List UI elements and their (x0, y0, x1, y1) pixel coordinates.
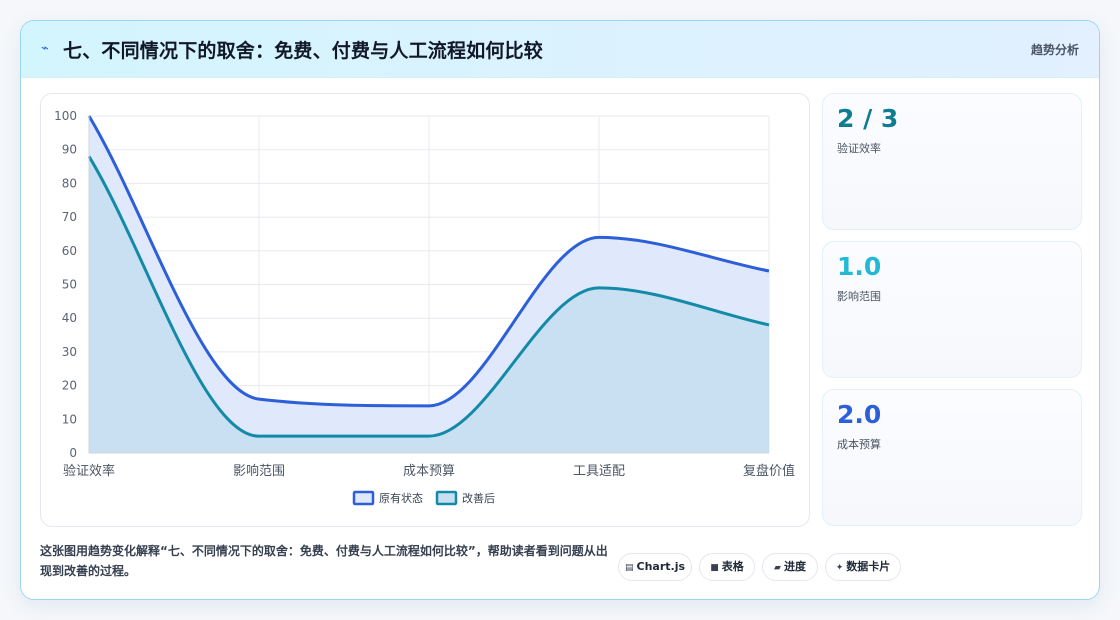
stat-value: 2 / 3 (837, 104, 899, 133)
trend-analysis-badge: 趋势分析 (1030, 43, 1079, 57)
chip-progress[interactable]: ▰ 进度 (762, 553, 818, 581)
stat-label: 影响范围 (837, 290, 881, 303)
card-header: ⌁ 七、不同情况下的取舍：免费、付费与人工流程如何比较 趋势分析 (21, 21, 1099, 78)
y-tick-label: 40 (62, 311, 77, 325)
chip-label: Chart.js (636, 560, 686, 573)
stat-value: 2.0 (837, 400, 882, 429)
stat-card-1: 2 / 3 验证效率 (822, 93, 1082, 230)
y-tick-label: 0 (69, 446, 77, 460)
x-tick-label: 成本预算 (403, 464, 455, 479)
x-tick-label: 验证效率 (63, 463, 115, 479)
legend-label: 改善后 (462, 491, 495, 505)
series-line-2 (87, 155, 770, 438)
x-tick-label: 复盘价值 (743, 463, 795, 479)
chip-label: 表格 (721, 560, 744, 573)
stat-card-2: 1.0 影响范围 (822, 241, 1082, 378)
legend-swatch (352, 490, 375, 506)
y-tick-label: 100 (54, 109, 77, 123)
chip-data-cards[interactable]: ✦ 数据卡片 (825, 553, 901, 581)
series-line-1 (87, 115, 770, 408)
page-title: 七、不同情况下的取舍：免费、付费与人工流程如何比较 (63, 40, 544, 62)
progress-icon: ▰ (774, 563, 781, 573)
series-area-2 (89, 156, 769, 453)
y-tick-label: 70 (62, 210, 77, 224)
lightning-icon: ⌁ (41, 41, 49, 56)
sparkle-icon: ✦ (835, 563, 844, 573)
y-tick-label: 50 (62, 278, 77, 292)
stat-label: 验证效率 (837, 142, 881, 155)
y-tick-label: 10 (62, 412, 77, 426)
y-tick-label: 80 (62, 176, 77, 190)
stat-value: 1.0 (837, 252, 882, 281)
legend-label: 原有状态 (379, 491, 423, 505)
x-tick-label: 工具适配 (573, 464, 625, 479)
chip-label: 进度 (783, 560, 806, 573)
y-tick-label: 30 (62, 345, 77, 359)
table-icon: ■ (710, 563, 719, 573)
stat-card-3: 2.0 成本预算 (822, 389, 1082, 526)
y-tick-label: 60 (62, 244, 77, 258)
chip-chartjs[interactable]: ▤ Chart.js (618, 553, 692, 581)
legend-swatch (435, 490, 458, 506)
y-tick-label: 90 (62, 143, 77, 157)
chart-panel: 0 10 20 30 40 50 60 70 80 90 100 验证效率 影响范围 成本预算 工具适配 复盘… (40, 93, 810, 527)
area-chart: 0 10 20 30 40 50 60 70 80 90 100 验证效率 影响范围 成本预算 工具适配 复盘… (54, 109, 795, 506)
stat-label: 成本预算 (837, 438, 881, 451)
chip-label: 数据卡片 (846, 560, 891, 573)
y-tick-label: 20 (62, 379, 77, 393)
chart-description: 这张图用趋势变化解释“七、不同情况下的取舍：免费、付费与人工流程如何比较”，帮助… (40, 544, 608, 578)
chip-table[interactable]: ■ 表格 (699, 553, 755, 581)
chart-icon: ▤ (624, 563, 634, 573)
report-card: ⌁ 七、不同情况下的取舍：免费、付费与人工流程如何比较 趋势分析 0 10 20 30… (20, 20, 1100, 600)
x-tick-label: 影响范围 (233, 463, 285, 479)
